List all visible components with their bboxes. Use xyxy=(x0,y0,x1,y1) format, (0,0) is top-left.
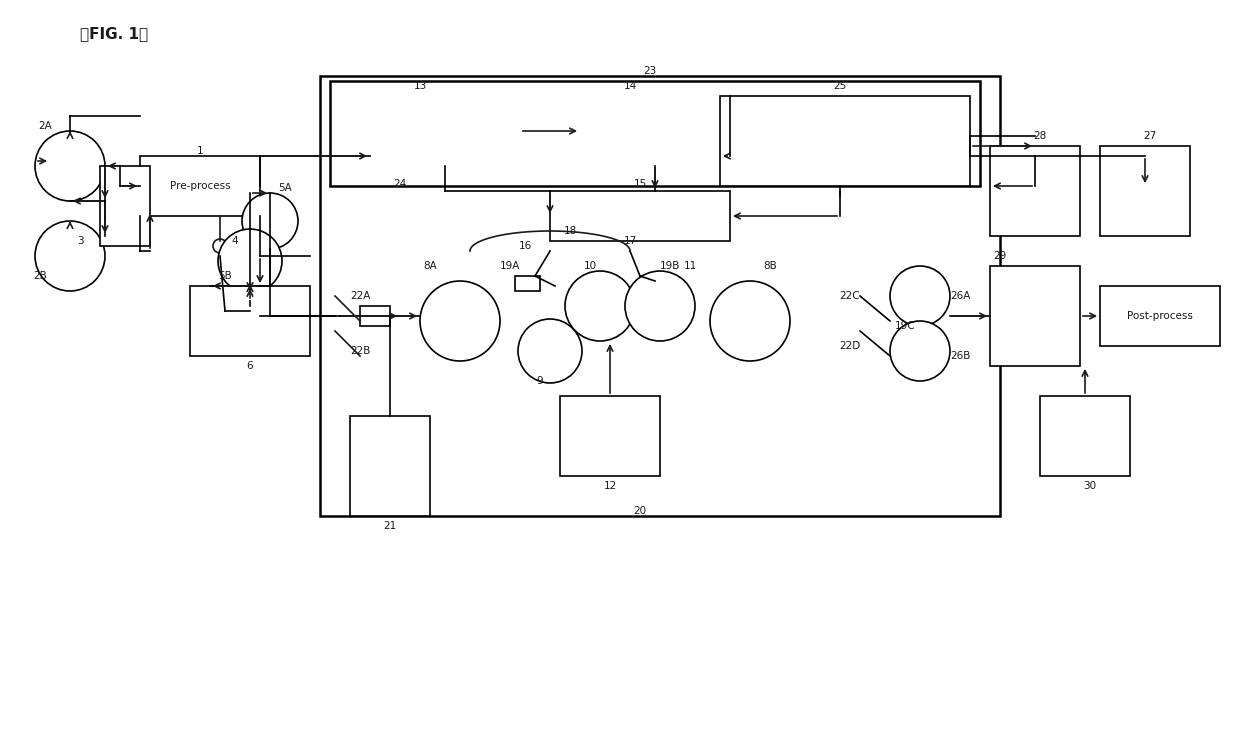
Bar xyxy=(720,96,970,186)
Circle shape xyxy=(35,221,105,291)
Text: 13: 13 xyxy=(413,81,427,91)
Bar xyxy=(1100,146,1190,236)
Text: 30: 30 xyxy=(1084,481,1096,491)
Circle shape xyxy=(518,319,582,383)
Text: 22A: 22A xyxy=(350,291,371,301)
Text: 23: 23 xyxy=(644,66,657,76)
Bar xyxy=(140,156,260,216)
Bar xyxy=(515,276,539,291)
Text: Post-process: Post-process xyxy=(1127,311,1193,321)
Bar xyxy=(360,306,391,326)
Text: 22C: 22C xyxy=(839,291,861,301)
Bar xyxy=(560,396,660,476)
Text: 15: 15 xyxy=(634,179,646,189)
Text: 19C: 19C xyxy=(895,321,915,331)
Text: 26B: 26B xyxy=(950,351,970,361)
Text: 29: 29 xyxy=(993,251,1007,261)
Text: 26A: 26A xyxy=(950,291,970,301)
Bar xyxy=(370,96,520,166)
Circle shape xyxy=(625,271,694,341)
Text: 【FIG. 1】: 【FIG. 1】 xyxy=(81,26,148,41)
Text: 10: 10 xyxy=(584,261,596,271)
Circle shape xyxy=(35,131,105,201)
Text: 17: 17 xyxy=(624,236,636,246)
Text: 5A: 5A xyxy=(278,183,291,193)
Bar xyxy=(580,96,730,166)
Bar xyxy=(990,146,1080,236)
Text: 20: 20 xyxy=(634,506,646,516)
Bar xyxy=(551,191,730,241)
Text: 3: 3 xyxy=(77,236,83,246)
Bar xyxy=(100,166,150,246)
Text: 1: 1 xyxy=(197,146,203,156)
Text: 2A: 2A xyxy=(38,121,52,131)
Text: 4: 4 xyxy=(232,236,238,246)
Text: 11: 11 xyxy=(683,261,697,271)
Text: 21: 21 xyxy=(383,521,397,531)
Text: 9: 9 xyxy=(537,376,543,386)
Text: 22B: 22B xyxy=(350,346,371,356)
Text: 2B: 2B xyxy=(33,271,47,281)
Bar xyxy=(350,416,430,516)
Text: 19B: 19B xyxy=(660,261,681,271)
Bar xyxy=(1040,396,1130,476)
Circle shape xyxy=(890,266,950,326)
Bar xyxy=(1100,286,1220,346)
Circle shape xyxy=(711,281,790,361)
Text: 12: 12 xyxy=(604,481,616,491)
Text: 28: 28 xyxy=(1033,131,1047,141)
Bar xyxy=(990,266,1080,366)
Circle shape xyxy=(890,321,950,381)
Text: 16: 16 xyxy=(518,241,532,251)
Circle shape xyxy=(420,281,500,361)
Circle shape xyxy=(218,229,281,293)
Text: 6: 6 xyxy=(247,361,253,371)
Text: 18: 18 xyxy=(563,226,577,236)
Text: 8A: 8A xyxy=(423,261,436,271)
Text: 22D: 22D xyxy=(839,341,861,351)
Text: Pre-process: Pre-process xyxy=(170,181,231,191)
Circle shape xyxy=(213,239,227,253)
Bar xyxy=(640,276,665,291)
Bar xyxy=(330,81,980,186)
Bar xyxy=(190,286,310,356)
Text: 8B: 8B xyxy=(763,261,777,271)
Circle shape xyxy=(565,271,635,341)
Text: 19A: 19A xyxy=(500,261,521,271)
Text: 27: 27 xyxy=(1143,131,1157,141)
Text: 24: 24 xyxy=(393,179,407,189)
Text: 25: 25 xyxy=(833,81,847,91)
Bar xyxy=(320,76,999,516)
Text: 5B: 5B xyxy=(218,271,232,281)
Text: 14: 14 xyxy=(624,81,636,91)
Circle shape xyxy=(242,193,298,249)
